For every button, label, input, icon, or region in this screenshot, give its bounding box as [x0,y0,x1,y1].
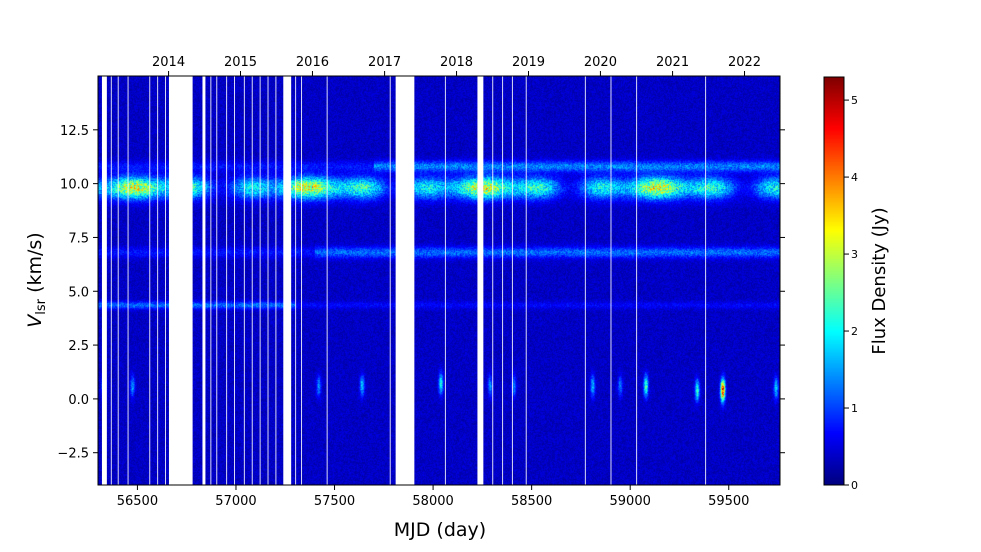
x-tick-label: 57500 [314,494,355,509]
y-tick-label: 12.5 [60,124,89,139]
sampling-gap-line [149,76,151,485]
x-tick-label: 56500 [117,494,158,509]
colorbar-tick-label: 5 [851,94,858,107]
sampling-gap-line [502,76,504,485]
colorbar-label: Flux Density (Jy) [869,207,890,354]
colorbar-tick-label: 4 [851,171,858,184]
sampling-gap-line [492,76,494,485]
sampling-gap-line [216,76,218,485]
data-gap [202,76,206,485]
sampling-gap-line [157,76,159,485]
top-tick-label: 2018 [440,55,473,70]
x-axis-label: MJD (day) [394,519,486,541]
data-gap [477,76,484,485]
data-gap [101,76,107,485]
sampling-gap-line [117,76,119,485]
colorbar-tick-label: 0 [851,479,858,492]
sampling-gap-line [234,76,236,485]
sampling-gap-line [301,76,303,485]
x-tick-label: 58500 [511,494,552,509]
y-axis-label-unit: (km/s) [24,232,46,299]
sampling-gap-line [275,76,277,485]
top-tick-label: 2021 [656,55,689,70]
y-tick-label: 7.5 [68,231,89,246]
sampling-gap-line [389,76,391,485]
top-tick-label: 2017 [368,55,401,70]
y-tick-label: −2.5 [57,447,89,462]
sampling-gap-line [636,76,638,485]
top-tick-label: 2015 [224,55,257,70]
sampling-gap-line [295,76,297,485]
x-tick-label: 58000 [412,494,453,509]
data-gap [395,76,415,485]
sampling-gap-line [525,76,527,485]
top-tick-label: 2022 [728,55,761,70]
top-tick-label: 2014 [152,55,185,70]
top-tick-label: 2020 [584,55,617,70]
x-tick-label: 59000 [610,494,651,509]
top-tick-label: 2016 [296,55,329,70]
heatmap-area [98,76,780,485]
sampling-gap-line [110,76,112,485]
x-axis: 56500 57000 57500 58000 58500 59000 59500 [117,485,749,509]
sampling-gap-line [511,76,513,485]
colorbar-frame [823,76,845,486]
sampling-gap-line [267,76,269,485]
sampling-gap-line [444,76,446,485]
sampling-gap-line [326,76,328,485]
y-tick-label: 0.0 [68,393,89,408]
y-axis-label-sub: lsr [34,298,49,314]
x-tick-label: 57000 [215,494,256,509]
y-tick-label: 5.0 [68,285,89,300]
sampling-gap-line [251,76,253,485]
sampling-gap-line [610,76,612,485]
y-tick-label: 10.0 [60,178,89,193]
sampling-gap-line [226,76,228,485]
top-year-axis: 2014 2015 2016 2017 2018 2019 2020 2021 2022 [152,55,761,76]
sampling-gap-line [127,76,129,485]
colorbar-ticks: 0 1 2 3 4 5 [844,94,858,492]
sampling-gap-line [210,76,212,485]
sampling-gap-line [259,76,261,485]
right-axis-ticks [780,129,785,454]
y-axis: −2.5 0.0 2.5 5.0 7.5 10.0 12.5 [57,124,98,462]
data-gap-layer [101,76,707,485]
sampling-gap-line [165,76,167,485]
y-axis-label-main: V [24,313,46,328]
y-tick-label: 2.5 [68,339,89,354]
plot-frame [97,75,781,486]
sampling-gap-line [243,76,245,485]
data-gap [168,76,193,485]
top-tick-label: 2019 [512,55,545,70]
y-axis-label: Vlsr (km/s) [24,232,49,327]
colorbar-tick-label: 3 [851,248,858,261]
data-gap [283,76,292,485]
colorbar-tick-label: 1 [851,402,858,415]
sampling-gap-line [705,76,707,485]
sampling-gap-line [584,76,586,485]
colorbar-tick-label: 2 [851,325,858,338]
colorbar [824,77,844,485]
x-tick-label: 59500 [708,494,749,509]
